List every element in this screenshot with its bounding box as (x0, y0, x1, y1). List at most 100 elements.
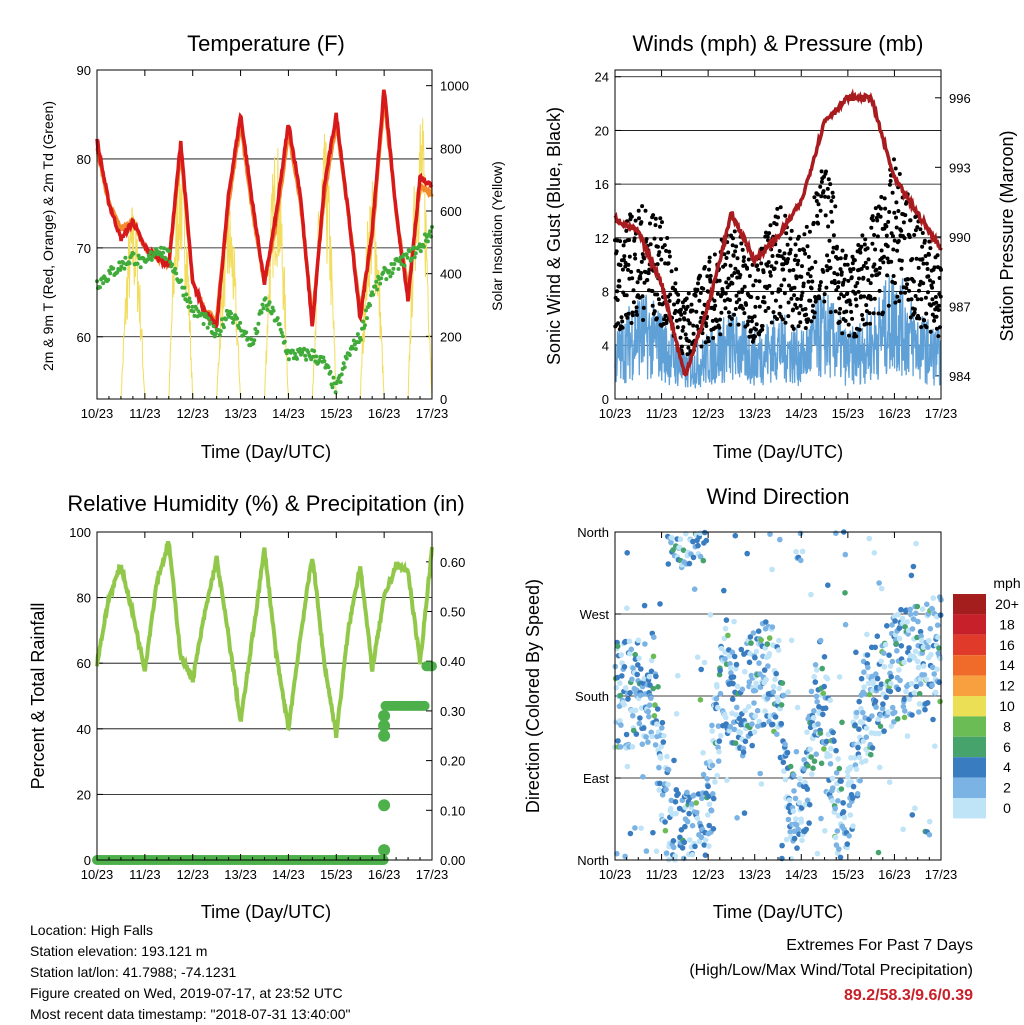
gust-point (729, 233, 733, 238)
direction-point (908, 572, 915, 579)
td-point (249, 337, 254, 342)
direction-point (706, 843, 712, 849)
direction-point (691, 586, 698, 592)
direction-xtick-label: 16/23 (878, 867, 911, 882)
legend-label: 16 (999, 637, 1015, 653)
gust-point (760, 324, 765, 328)
gust-point (734, 244, 739, 249)
humidity-xlabel: Time (Day/UTC) (201, 902, 331, 922)
direction-point (824, 675, 831, 682)
direction-point (776, 685, 782, 692)
direction-point (794, 845, 800, 851)
direction-point (850, 823, 856, 829)
gust-point (624, 293, 629, 298)
gust-point (627, 254, 632, 259)
direction-point (856, 698, 862, 705)
gust-point (775, 317, 779, 321)
direction-point (726, 728, 733, 734)
gust-point (689, 302, 694, 307)
direction-point (707, 612, 714, 618)
gust-point (680, 328, 685, 333)
direction-point (640, 774, 646, 780)
gust-point (885, 256, 890, 261)
td-point (108, 271, 113, 276)
direction-point (810, 765, 816, 771)
td-point (259, 310, 264, 315)
direction-point (709, 728, 715, 734)
direction-point (910, 563, 917, 570)
td-point (239, 328, 244, 333)
direction-point (713, 695, 720, 702)
gust-point (745, 266, 750, 271)
gust-point (826, 195, 831, 200)
direction-point (842, 621, 849, 628)
td-point (412, 255, 417, 260)
direction-point (872, 730, 878, 737)
gust-point (837, 311, 842, 316)
gust-point (747, 315, 752, 320)
gust-point (636, 208, 641, 213)
gust-point (870, 241, 875, 246)
td-point (173, 266, 178, 271)
direction-point (813, 693, 820, 700)
gust-point (632, 236, 637, 241)
direction-point (694, 654, 701, 660)
temperature-ylabel: 2m & 9m T (Red, Orange) & 2m Td (Green) (40, 101, 56, 371)
gust-point (831, 195, 836, 199)
direction-point (778, 702, 785, 708)
gust-point (653, 216, 658, 221)
gust-point (828, 265, 833, 270)
direction-point (623, 731, 630, 738)
gust-point (926, 274, 931, 279)
humidity-xtick-label: 11/23 (129, 867, 161, 882)
humidity-y2tick-label: 0.00 (440, 853, 465, 868)
gust-point (682, 310, 687, 315)
direction-point (878, 658, 884, 665)
direction-point (900, 703, 907, 710)
td-point (404, 252, 409, 257)
direction-xtick-label: 12/23 (692, 867, 725, 882)
direction-ytick-label: North (577, 525, 609, 540)
gust-point (728, 263, 733, 268)
gust-point (663, 313, 668, 318)
gust-point (639, 259, 644, 264)
td-point (255, 329, 260, 334)
winds-ytick-label: 24 (595, 70, 609, 85)
gust-point (696, 281, 700, 286)
gust-point (674, 318, 679, 323)
temperature-series (95, 89, 434, 400)
gust-point (869, 297, 873, 302)
gust-point (927, 239, 932, 244)
gust-point (853, 297, 858, 302)
gust-point (934, 300, 939, 305)
direction-point (705, 812, 711, 818)
gust-point (731, 236, 735, 241)
direction-point (618, 652, 624, 658)
direction-point (794, 704, 801, 711)
direction-point (876, 730, 882, 737)
legend-swatch (953, 655, 986, 676)
direction-point (694, 815, 701, 821)
direction-point (702, 852, 709, 858)
direction-point (709, 762, 716, 769)
gust-point (810, 265, 814, 270)
legend-title: mph (993, 575, 1020, 591)
direction-point (787, 829, 793, 835)
direction-point (708, 807, 715, 814)
direction-point (835, 798, 841, 804)
gust-point (632, 252, 637, 257)
direction-point (645, 739, 651, 745)
direction-point (722, 625, 729, 632)
direction-point (655, 684, 661, 690)
gust-point (788, 247, 793, 252)
direction-point (784, 749, 791, 756)
direction-point (918, 633, 924, 639)
td-point (374, 279, 379, 284)
direction-point (761, 667, 768, 673)
gust-point (877, 266, 882, 270)
direction-point (818, 760, 825, 767)
direction-point (840, 809, 847, 815)
humidity-ytick-label: 40 (77, 722, 91, 737)
gust-point (907, 235, 912, 240)
direction-point (725, 632, 731, 639)
